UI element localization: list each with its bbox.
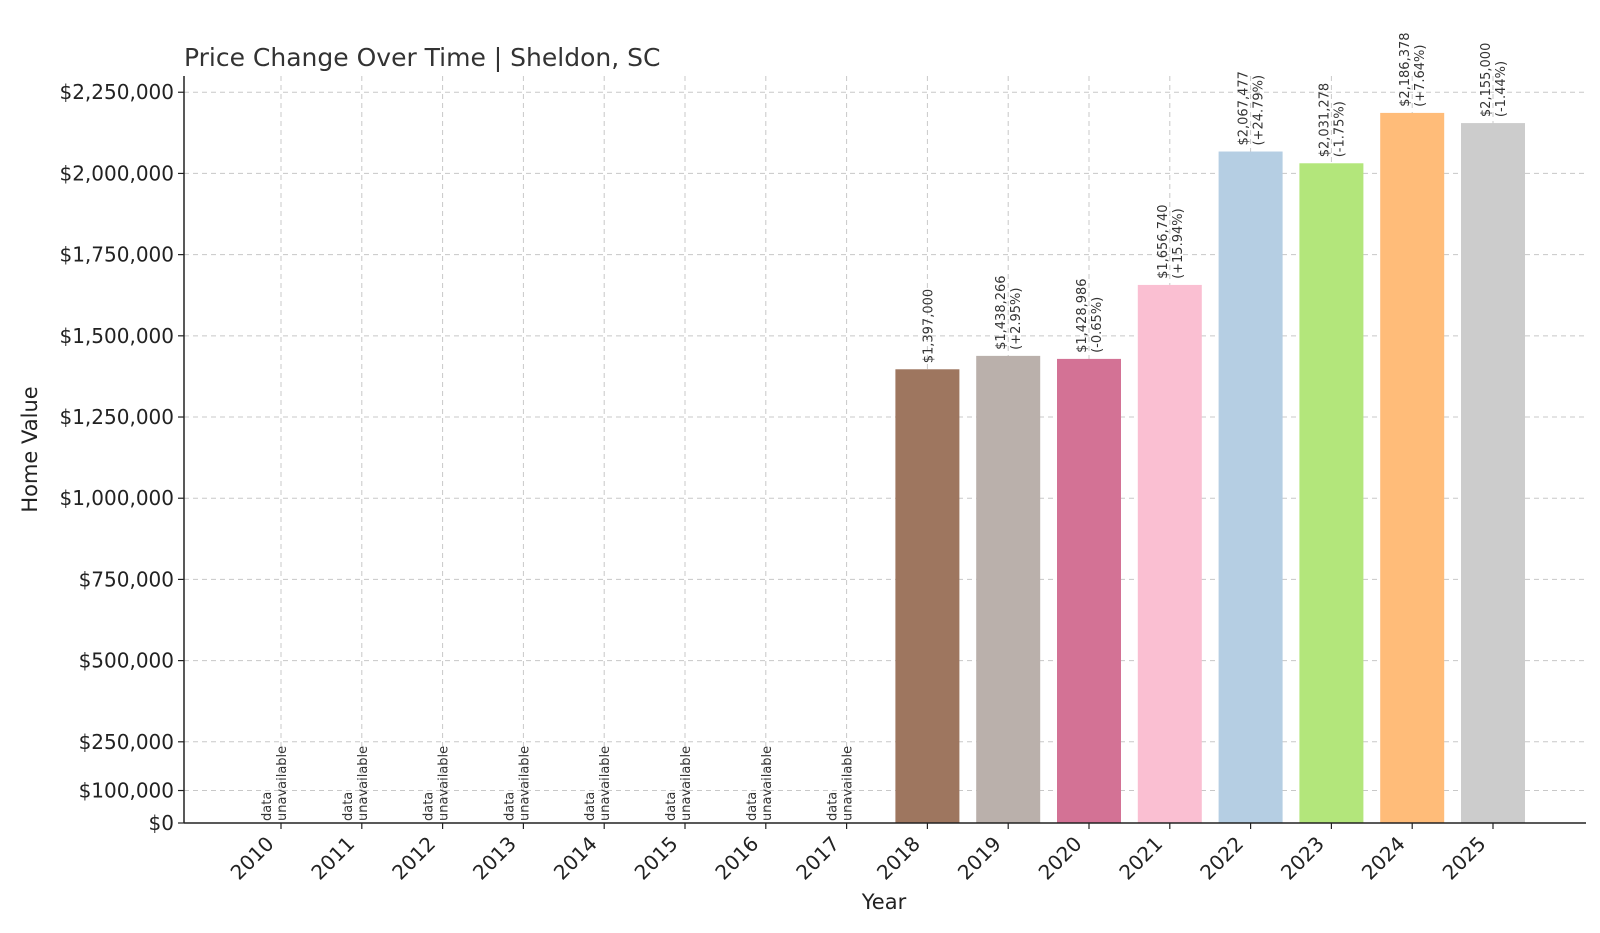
y-tick-label: $1,750,000 (59, 243, 174, 267)
value-label: $2,067,477 (1237, 71, 1252, 145)
y-tick-label: $2,250,000 (59, 80, 174, 104)
grid (184, 76, 1586, 823)
change-label: (+7.64%) (1413, 45, 1428, 107)
y-tick-label: $0 (149, 811, 174, 835)
x-tick-label: 2018 (872, 832, 925, 885)
value-label: $1,428,986 (1075, 278, 1090, 352)
unavailable-label: data (826, 792, 841, 821)
y-axis-label: Home Value (18, 386, 42, 512)
x-axis-ticks: 2010 2011 2012 2013 2014 2015 2016 2017 2018 2019… (226, 823, 1494, 885)
unavailable-label: unavailable (356, 746, 371, 821)
unavailable-label: data (502, 792, 517, 821)
unavailable-label: data (745, 792, 760, 821)
unavailable-label: data (583, 792, 598, 821)
x-tick-label: 2013 (468, 832, 521, 885)
y-tick-label: $250,000 (79, 730, 174, 754)
y-tick-label: $1,500,000 (59, 324, 174, 348)
value-label: $2,155,000 (1479, 43, 1494, 117)
unavailable-label: unavailable (679, 746, 694, 821)
bar (1380, 112, 1445, 823)
bar (1299, 163, 1364, 823)
unavailable-label: data (664, 792, 679, 821)
value-label: $1,438,266 (994, 275, 1009, 349)
change-label: (+2.95%) (1009, 288, 1024, 350)
y-axis-ticks: $0 $100,000 $250,000 $500,000 $750,000 $1,000… (59, 80, 184, 835)
change-label: (-1.44%) (1494, 61, 1509, 117)
unavailable-label: unavailable (760, 746, 775, 821)
bar (976, 355, 1041, 823)
x-tick-label: 2015 (630, 832, 683, 885)
unavailable-label: unavailable (598, 746, 613, 821)
x-tick-label: 2020 (1034, 832, 1087, 885)
unavailable-label: data (260, 792, 275, 821)
bar (1137, 284, 1202, 823)
unavailable-label: data (422, 792, 437, 821)
x-tick-label: 2010 (226, 832, 279, 885)
bars (895, 112, 1525, 824)
y-tick-label: $1,250,000 (59, 405, 174, 429)
x-tick-label: 2019 (953, 832, 1006, 885)
x-tick-label: 2024 (1357, 832, 1410, 885)
value-label: $1,397,000 (921, 289, 936, 363)
bar (1218, 151, 1283, 824)
y-tick-label: $500,000 (79, 649, 174, 673)
x-tick-label: 2012 (387, 832, 440, 885)
x-axis-label: Year (861, 890, 907, 914)
x-tick-label: 2023 (1276, 832, 1329, 885)
x-tick-label: 2014 (549, 832, 602, 885)
x-tick-label: 2025 (1438, 832, 1491, 885)
x-tick-label: 2011 (306, 832, 359, 885)
chart-title: Price Change Over Time | Sheldon, SC (184, 43, 660, 72)
value-label: $2,031,278 (1317, 83, 1332, 157)
unavailable-label: unavailable (275, 746, 290, 821)
bar (1461, 123, 1525, 823)
x-tick-label: 2022 (1195, 832, 1248, 885)
y-tick-label: $100,000 (79, 779, 174, 803)
x-tick-label: 2021 (1114, 832, 1167, 885)
bar (895, 369, 960, 823)
unavailable-label: data (341, 792, 356, 821)
unavailable-label: unavailable (841, 746, 856, 821)
value-label: $1,656,740 (1156, 204, 1171, 278)
y-tick-label: $1,000,000 (59, 486, 174, 510)
change-label: (-1.75%) (1332, 101, 1347, 157)
x-tick-label: 2017 (791, 832, 844, 885)
change-label: (+24.79%) (1252, 75, 1267, 146)
change-label: (+15.94%) (1171, 208, 1186, 279)
value-label: $2,186,378 (1398, 32, 1413, 106)
y-tick-label: $750,000 (79, 567, 174, 591)
unavailable-label: unavailable (517, 746, 532, 821)
change-label: (-0.65%) (1090, 297, 1105, 353)
data-labels: data unavailable data unavailable data unavai… (260, 32, 1509, 821)
y-tick-label: $2,000,000 (59, 161, 174, 185)
bar (1057, 358, 1121, 823)
x-tick-label: 2016 (710, 832, 763, 885)
unavailable-label: unavailable (437, 746, 452, 821)
